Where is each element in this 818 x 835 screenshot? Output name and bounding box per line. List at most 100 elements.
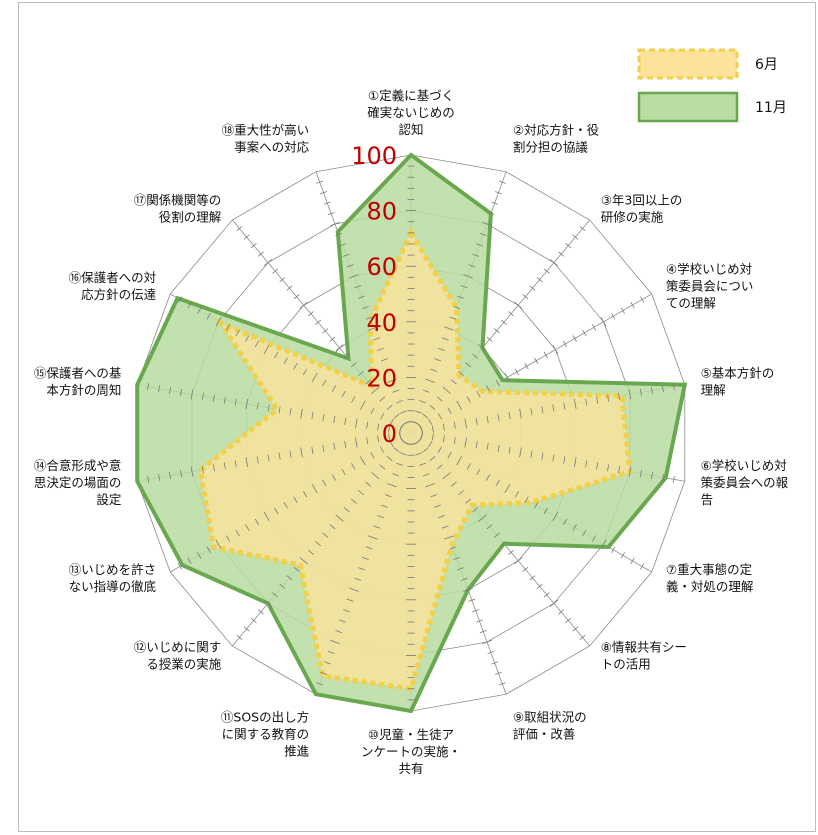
- tick-mark: [478, 344, 487, 352]
- tick-mark: [256, 402, 259, 410]
- tick-mark: [591, 324, 597, 331]
- tick-mark: [476, 468, 481, 476]
- tick-mark: [650, 471, 653, 479]
- tick-mark: [197, 307, 202, 314]
- tick-mark: [437, 446, 442, 453]
- tick-mark: [457, 295, 464, 299]
- tick-mark: [177, 296, 182, 303]
- tick-mark: [572, 335, 577, 342]
- tick-mark: [536, 277, 543, 283]
- tick-mark: [344, 417, 347, 425]
- tick-mark: [354, 285, 362, 289]
- tick-mark: [422, 413, 429, 419]
- tick-mark: [342, 253, 350, 257]
- tick-mark: [330, 639, 340, 645]
- tick-mark: [508, 446, 511, 454]
- tick-mark: [479, 232, 487, 237]
- tick-mark: [388, 425, 391, 433]
- tick-mark: [485, 385, 491, 392]
- tick-mark: [322, 414, 325, 422]
- tick-mark: [354, 418, 358, 429]
- tick-mark: [386, 455, 393, 462]
- tick-mark: [299, 557, 308, 565]
- tick-mark: [549, 259, 559, 267]
- tick-mark: [672, 383, 675, 391]
- tick-mark: [225, 535, 231, 542]
- tick-mark: [574, 456, 577, 467]
- tick-mark: [498, 682, 506, 686]
- tick-mark: [323, 201, 331, 205]
- tick-mark: [436, 464, 443, 470]
- tick-mark: [436, 396, 443, 402]
- tick-mark: [384, 368, 392, 372]
- tick-mark: [450, 481, 457, 487]
- tick-mark: [293, 294, 300, 300]
- tick-mark: [596, 462, 599, 470]
- tick-mark: [330, 221, 340, 227]
- tick-mark: [311, 484, 318, 494]
- category-label-9: ⑨取組状況の評価・改善: [513, 709, 587, 741]
- tick-mark: [392, 473, 400, 477]
- tick-mark: [422, 473, 430, 477]
- tick-mark: [639, 470, 642, 478]
- tick-mark: [466, 463, 471, 470]
- tick-mark: [307, 549, 314, 555]
- tick-mark: [514, 490, 520, 498]
- tick-mark: [212, 464, 215, 472]
- tick-mark: [201, 392, 204, 400]
- tick-mark: [300, 408, 303, 419]
- tick-mark: [600, 539, 607, 549]
- tick-mark: [508, 311, 515, 317]
- tick-mark: [472, 253, 480, 257]
- tick-mark: [358, 490, 364, 496]
- tick-mark: [425, 483, 435, 488]
- tick-mark: [465, 362, 472, 368]
- tick-mark: [442, 386, 451, 394]
- tick-mark: [346, 598, 354, 602]
- tick-mark: [235, 529, 240, 537]
- tick-mark: [475, 417, 478, 425]
- tick-mark: [322, 328, 329, 334]
- tick-mark: [519, 408, 522, 419]
- tick-mark: [358, 295, 365, 299]
- tick-mark: [361, 306, 369, 310]
- tick-mark: [187, 301, 192, 309]
- tick-mark: [524, 363, 529, 370]
- tick-mark: [274, 351, 279, 359]
- tick-mark: [543, 592, 550, 598]
- tick-mark: [289, 450, 292, 458]
- tick-mark: [354, 437, 358, 448]
- tick-mark: [299, 301, 308, 309]
- tick-mark: [365, 481, 372, 487]
- tick-mark: [596, 396, 599, 404]
- tick-mark: [263, 599, 273, 607]
- tick-mark: [418, 400, 426, 404]
- tick-mark: [223, 462, 226, 470]
- tick-mark: [322, 444, 325, 452]
- tick-mark: [380, 358, 388, 362]
- tick-mark: [360, 400, 366, 410]
- tick-mark: [562, 340, 568, 348]
- tick-mark: [293, 363, 298, 370]
- tick-mark: [190, 389, 194, 400]
- tick-mark: [552, 454, 555, 462]
- tick-mark: [315, 319, 322, 325]
- tick-mark: [514, 301, 523, 309]
- tick-mark: [283, 502, 288, 509]
- tick-mark: [431, 433, 434, 441]
- chart-frame: 0 20 40 60 80 100 ①定義に基づく確実ないじめの認知 ②対応方針・役割分担の…: [18, 2, 816, 832]
- tick-mark: [495, 671, 502, 675]
- tick-mark: [311, 446, 314, 454]
- tick-mark: [377, 423, 380, 431]
- category-label-5: ⑤基本方針の理解: [701, 365, 775, 397]
- tick-mark: [618, 392, 621, 400]
- tick-mark: [354, 577, 362, 581]
- tick-mark: [377, 347, 384, 351]
- tick-mark: [534, 357, 539, 364]
- tick-mark: [293, 566, 300, 572]
- tick-mark: [497, 414, 500, 422]
- tick-mark: [263, 345, 270, 355]
- tick-mark: [331, 385, 337, 392]
- tick-mark: [283, 357, 288, 364]
- tick-mark: [366, 421, 369, 429]
